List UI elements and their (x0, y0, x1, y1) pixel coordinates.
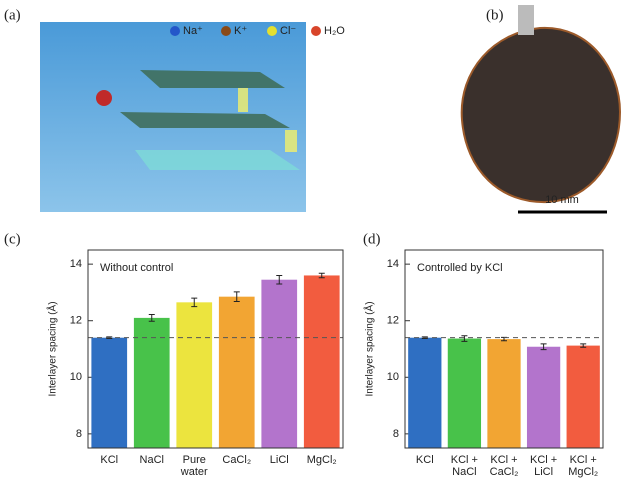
panel-label: (d) (363, 231, 381, 247)
x-tick-label-line: CaCl₂ (222, 454, 251, 466)
bar (527, 347, 560, 448)
x-tick-label: KCl +MgCl₂ (568, 454, 598, 478)
y-tick-label: 14 (387, 258, 399, 270)
x-tick-label-line: NaCl (140, 454, 164, 466)
x-tick-label: KCl (416, 454, 434, 466)
x-tick-label: NaCl (140, 454, 164, 466)
x-tick-label-line: KCl + (570, 454, 597, 466)
legend-swatch (170, 26, 180, 36)
panel-label: (a) (4, 7, 21, 23)
y-tick-label: 8 (393, 428, 399, 440)
bar (487, 339, 520, 448)
panel-label: (c) (4, 231, 21, 247)
x-tick-label-line: LiCl (270, 454, 289, 466)
legend-label: Na⁺ (183, 25, 203, 37)
x-tick-label-line: KCl (416, 454, 434, 466)
bar (567, 346, 600, 448)
y-tick-label: 12 (70, 315, 82, 327)
legend-label: H₂O (324, 25, 345, 37)
x-tick-label-line: NaCl (452, 466, 476, 478)
bar (448, 339, 481, 448)
x-tick-label-line: LiCl (534, 466, 553, 478)
x-tick-label-line: Pure (183, 454, 206, 466)
y-axis-label: Interlayer spacing (Å) (46, 301, 59, 396)
figure: Na⁺ K⁺ Cl⁻ H₂O (a) (b) 10 mm (c) 8 10 12 14 I… (0, 0, 628, 478)
annotation: Controlled by KCl (417, 262, 503, 274)
x-tick-label: KCl +CaCl₂ (490, 454, 519, 478)
x-tick-label-line: KCl (100, 454, 118, 466)
legend-label: Cl⁻ (280, 25, 296, 37)
y-tick-label: 10 (387, 371, 399, 383)
y-tick-label: 12 (387, 315, 399, 327)
legend-label: K⁺ (234, 25, 247, 37)
x-tick-label-line: water (180, 466, 208, 478)
x-tick-label: MgCl₂ (307, 454, 337, 466)
y-axis-label: Interlayer spacing (Å) (363, 301, 376, 396)
x-tick-label: KCl +NaCl (451, 454, 478, 478)
bar (176, 302, 212, 448)
y-tick-label: 8 (76, 428, 82, 440)
x-tick-label: LiCl (270, 454, 289, 466)
x-tick-label-line: KCl + (530, 454, 557, 466)
legend-swatch (221, 26, 231, 36)
membrane-photo (462, 28, 620, 202)
x-tick-label-line: MgCl₂ (307, 454, 337, 466)
x-tick-label: KCl (100, 454, 118, 466)
y-tick-label: 10 (70, 371, 82, 383)
x-tick-label-line: KCl + (451, 454, 478, 466)
legend-swatch (311, 26, 321, 36)
bar (304, 275, 340, 448)
x-tick-label-line: MgCl₂ (568, 466, 598, 478)
panel-label: (b) (486, 7, 504, 23)
legend-swatch (267, 26, 277, 36)
tweezers (518, 5, 534, 35)
bar (219, 297, 255, 448)
x-tick-label: CaCl₂ (222, 454, 251, 466)
bar (261, 280, 297, 448)
annotation: Without control (100, 262, 173, 274)
x-tick-label-line: CaCl₂ (490, 466, 519, 478)
bar (91, 338, 127, 448)
y-tick-label: 14 (70, 258, 82, 270)
scale-bar-label: 10 mm (545, 194, 579, 206)
x-tick-label-line: KCl + (490, 454, 517, 466)
bar (408, 338, 441, 448)
